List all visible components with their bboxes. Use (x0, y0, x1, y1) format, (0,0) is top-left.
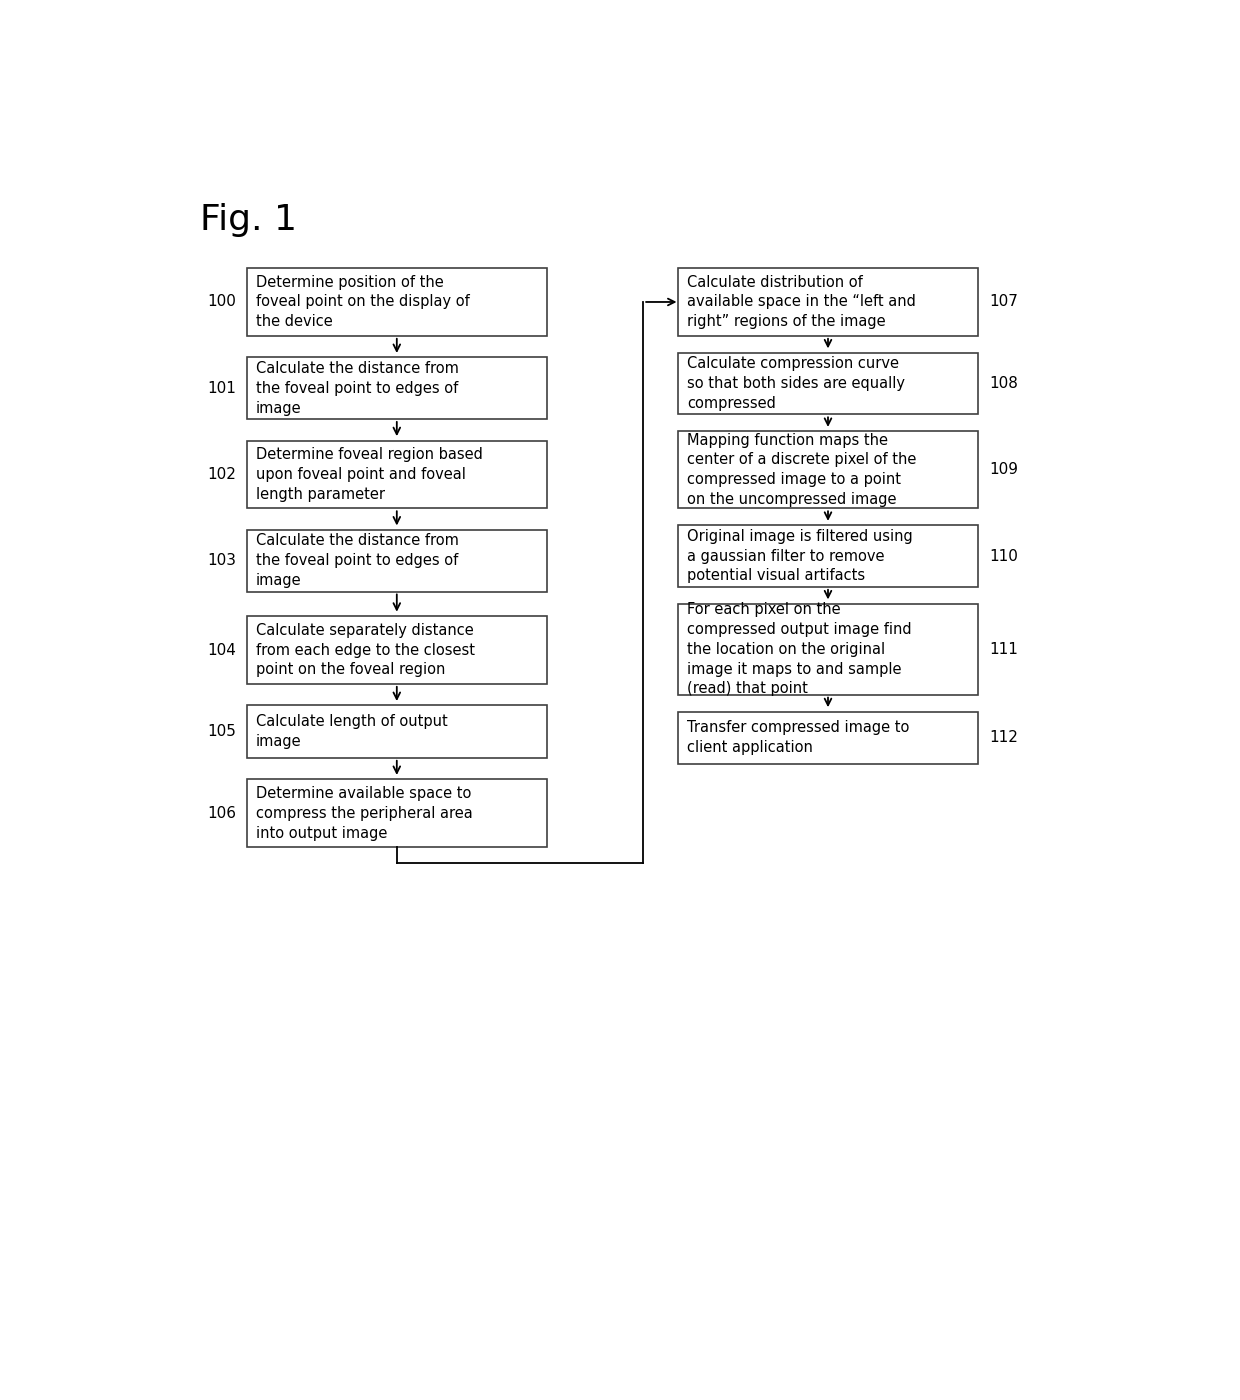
Text: Transfer compressed image to
client application: Transfer compressed image to client appl… (687, 721, 909, 755)
Text: Determine foveal region based
upon foveal point and foveal
length parameter: Determine foveal region based upon fovea… (255, 447, 482, 501)
Text: 102: 102 (207, 468, 236, 482)
Bar (247, 269, 547, 336)
Bar (678, 431, 978, 508)
Text: Calculate compression curve
so that both sides are equally
compressed: Calculate compression curve so that both… (687, 356, 905, 412)
Text: Fig. 1: Fig. 1 (201, 203, 298, 237)
Text: Calculate the distance from
the foveal point to edges of
image: Calculate the distance from the foveal p… (255, 361, 459, 416)
Bar (678, 269, 978, 336)
Text: Mapping function maps the
center of a discrete pixel of the
compressed image to : Mapping function maps the center of a di… (687, 433, 916, 507)
Text: 106: 106 (207, 806, 236, 820)
Text: 100: 100 (207, 294, 236, 309)
Bar (678, 711, 978, 764)
Text: For each pixel on the
compressed output image find
the location on the original
: For each pixel on the compressed output … (687, 602, 911, 696)
Text: Calculate distribution of
available space in the “left and
right” regions of the: Calculate distribution of available spac… (687, 274, 916, 329)
Text: Original image is filtered using
a gaussian filter to remove
potential visual ar: Original image is filtered using a gauss… (687, 529, 913, 584)
Text: 111: 111 (990, 641, 1018, 657)
Text: 110: 110 (990, 549, 1018, 564)
Bar (678, 603, 978, 694)
Bar (247, 529, 547, 591)
Text: 101: 101 (207, 381, 236, 396)
Text: 109: 109 (990, 462, 1018, 477)
Text: Determine position of the
foveal point on the display of
the device: Determine position of the foveal point o… (255, 274, 470, 329)
Text: Calculate separately distance
from each edge to the closest
point on the foveal : Calculate separately distance from each … (255, 623, 475, 678)
Bar (247, 357, 547, 419)
Bar (247, 616, 547, 683)
Text: Calculate length of output
image: Calculate length of output image (255, 714, 448, 749)
Text: Calculate the distance from
the foveal point to edges of
image: Calculate the distance from the foveal p… (255, 533, 459, 588)
Text: 108: 108 (990, 377, 1018, 391)
Text: 107: 107 (990, 294, 1018, 309)
Bar (247, 706, 547, 757)
Text: 104: 104 (207, 643, 236, 658)
Text: 103: 103 (207, 553, 236, 568)
Bar (247, 780, 547, 847)
Text: 112: 112 (990, 731, 1018, 745)
Text: 105: 105 (207, 724, 236, 739)
Bar (678, 353, 978, 414)
Bar (678, 525, 978, 587)
Bar (247, 441, 547, 508)
Text: Determine available space to
compress the peripheral area
into output image: Determine available space to compress th… (255, 785, 472, 840)
